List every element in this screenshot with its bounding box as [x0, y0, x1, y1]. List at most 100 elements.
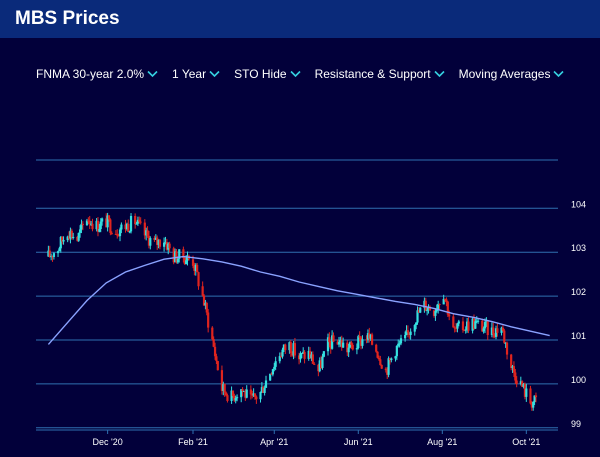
- candle-down: [388, 358, 392, 361]
- candle-down: [202, 295, 206, 306]
- candle-up: [397, 343, 400, 346]
- candle-up: [464, 329, 467, 331]
- candle-down: [61, 237, 64, 242]
- candle-down: [379, 359, 382, 366]
- candle-down: [81, 223, 84, 226]
- candle-up: [398, 343, 401, 345]
- candle-down: [91, 223, 94, 230]
- candle-down: [424, 300, 427, 311]
- candle-down: [105, 218, 108, 228]
- candle-down: [453, 327, 456, 329]
- candle-down: [317, 364, 320, 372]
- candle-up: [405, 330, 408, 336]
- candle-down: [172, 248, 175, 263]
- candle-up: [259, 391, 262, 400]
- candle-down: [168, 243, 171, 249]
- candle-down: [215, 356, 218, 362]
- timeframe-dropdown-label: 1 Year: [172, 67, 207, 81]
- candle-down: [510, 354, 513, 368]
- candle-down: [76, 236, 79, 241]
- candle-down: [452, 316, 455, 328]
- candle-down: [110, 232, 113, 234]
- y-tick-label: 101: [571, 331, 586, 341]
- candle-down: [207, 312, 210, 328]
- candle-up: [404, 335, 407, 339]
- resistance-support-dropdown[interactable]: Resistance & Support: [315, 67, 445, 81]
- candle-up: [387, 358, 390, 375]
- candle-up: [240, 389, 243, 398]
- sto-dropdown-label: STO Hide: [234, 67, 287, 81]
- candle-down: [365, 339, 368, 341]
- candle-down: [492, 327, 495, 335]
- candle-up: [504, 342, 507, 344]
- timeframe-dropdown[interactable]: 1 Year: [172, 67, 220, 81]
- candle-down: [463, 330, 466, 332]
- candle-up: [58, 248, 61, 252]
- candle-up: [519, 381, 522, 384]
- security-dropdown[interactable]: FNMA 30-year 2.0%: [36, 67, 158, 81]
- sto-dropdown[interactable]: STO Hide: [234, 67, 301, 81]
- candle-up: [282, 344, 286, 350]
- candle-up: [426, 309, 429, 311]
- candle-up: [292, 343, 295, 356]
- candle-up: [128, 231, 131, 233]
- y-tick-label: 103: [571, 243, 586, 253]
- candle-down: [114, 233, 117, 235]
- candle-up: [235, 397, 239, 399]
- candle-up: [307, 351, 310, 359]
- candle-up: [399, 338, 403, 344]
- candle-down: [182, 249, 185, 259]
- candle-down: [432, 310, 436, 316]
- candle-down: [530, 403, 533, 408]
- candle-down: [270, 373, 273, 375]
- candle-down: [328, 337, 331, 343]
- candle-up: [494, 328, 498, 337]
- candle-up: [129, 215, 133, 232]
- candle-down: [481, 320, 484, 332]
- candle-up: [525, 388, 528, 397]
- candle-up: [300, 352, 303, 354]
- candle-down: [408, 332, 411, 335]
- candle-up: [174, 251, 177, 263]
- candle-down: [467, 321, 470, 331]
- candle-up: [366, 333, 370, 340]
- candle-down: [196, 264, 199, 273]
- candle-up: [322, 351, 325, 357]
- candle-up: [145, 230, 148, 236]
- candle-up: [281, 349, 284, 357]
- candle-up: [416, 310, 419, 323]
- candle-up: [234, 398, 237, 401]
- candle-down: [496, 328, 499, 333]
- candle-up: [274, 361, 277, 367]
- candle-up: [318, 360, 321, 372]
- candle-down: [124, 224, 127, 230]
- candle-down: [454, 327, 458, 329]
- moving-averages-dropdown[interactable]: Moving Averages: [459, 67, 565, 81]
- candle-down: [156, 237, 159, 245]
- candle-down: [289, 342, 292, 354]
- candle-down: [523, 383, 527, 397]
- candle-down: [534, 395, 538, 398]
- candle-up: [125, 223, 129, 230]
- candle-up: [85, 220, 89, 226]
- candle-down: [255, 396, 258, 400]
- candle-down: [320, 360, 323, 368]
- candle-down: [223, 383, 226, 393]
- candle-up: [59, 237, 62, 249]
- candle-up: [465, 321, 469, 330]
- candle-up: [490, 327, 493, 336]
- candle-up: [66, 236, 69, 241]
- candle-up: [264, 380, 268, 388]
- candle-down: [329, 342, 332, 349]
- candle-up: [435, 309, 438, 312]
- candle-up: [95, 220, 98, 230]
- candle-up: [56, 251, 60, 254]
- candle-down: [313, 363, 316, 365]
- candle-up: [457, 321, 460, 324]
- candle-down: [293, 343, 297, 356]
- candle-up: [204, 302, 207, 306]
- candle-up: [162, 242, 166, 247]
- candle-up: [532, 401, 535, 408]
- candle-down: [96, 220, 100, 232]
